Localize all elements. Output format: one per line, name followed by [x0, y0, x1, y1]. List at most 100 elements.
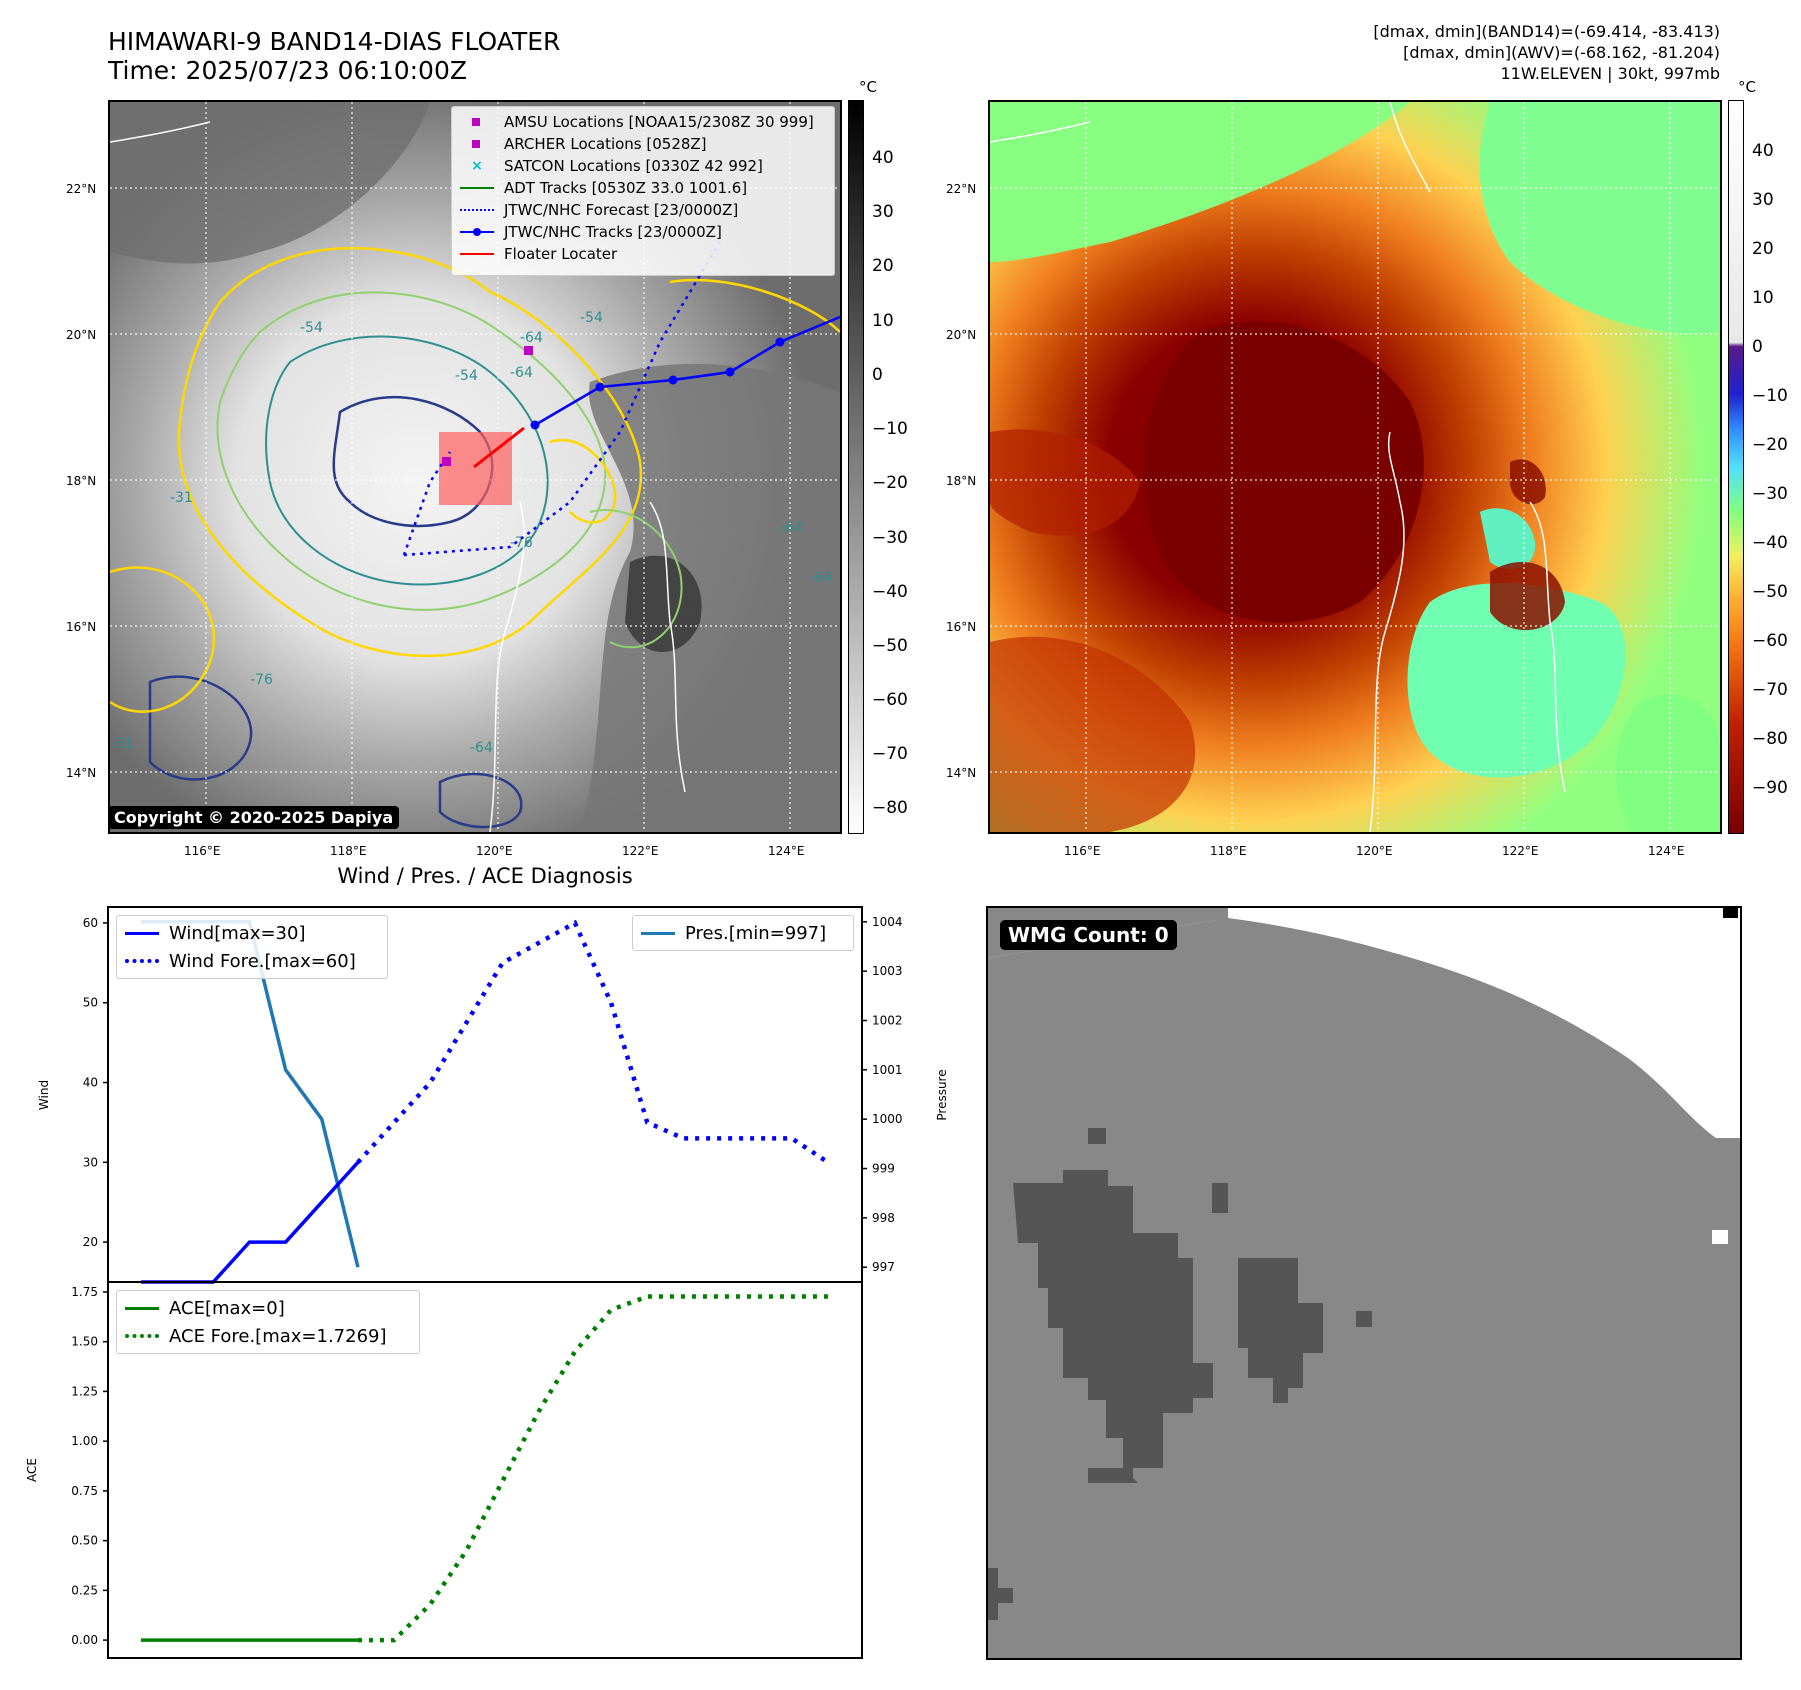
pressure-tick-label: 1004 [872, 915, 903, 929]
legend-item-pressure: Pres.[min=997] [641, 919, 845, 947]
wv-colorbar-tick: 0 [1752, 337, 1763, 357]
ir-colorbar-tick: −80 [872, 798, 908, 818]
wmg-panel: WMG Count: 0 [986, 906, 1742, 1660]
lon-tick: 122°E [1502, 844, 1539, 858]
pressure-tick-label: 997 [872, 1260, 895, 1274]
ace-tick-label: 1.00 [71, 1434, 98, 1448]
pressure-tick-label: 1000 [872, 1112, 903, 1126]
contour-label: -76 [510, 535, 533, 551]
contour-label: -54 [580, 310, 603, 326]
wv-colorbar [1728, 100, 1744, 834]
lat-tick: 14°N [946, 766, 977, 780]
best-track [534, 315, 840, 427]
wind-tick-label: 20 [83, 1235, 98, 1249]
ir-colorbar-tick: −70 [872, 744, 908, 764]
wv-satellite-image [990, 102, 1720, 832]
ir-colorbar-tick: −20 [872, 473, 908, 493]
ace-tick-label: 0.00 [71, 1633, 98, 1647]
storm-info-label: 11W.ELEVEN | 30kt, 997mb [1500, 64, 1721, 83]
wind-tick-label: 50 [83, 996, 98, 1010]
lat-tick: 18°N [946, 474, 977, 488]
contour-label: -64 [520, 330, 543, 346]
pressure-legend: Pres.[min=997] [632, 915, 854, 951]
pressure-tick-label: 1002 [872, 1013, 903, 1027]
contour-label: -31 [110, 736, 133, 752]
lon-tick: 124°E [1648, 844, 1685, 858]
contour-label: -31 [170, 490, 193, 506]
wv-satellite-panel [988, 100, 1722, 834]
ir-colorbar-tick: 40 [872, 148, 894, 168]
ir-legend: AMSU Locations [NOAA15/2308Z 30 999] ARC… [451, 106, 835, 276]
solid-line-icon [125, 926, 159, 940]
wv-colorbar-tick: 30 [1752, 190, 1774, 210]
lat-tick: 16°N [946, 620, 977, 634]
floater-box [439, 432, 512, 505]
square-marker-icon [460, 137, 494, 151]
legend-item-satcon: × SATCON Locations [0330Z 42 992] [460, 155, 826, 177]
wind-tick-label: 60 [83, 916, 98, 930]
lat-tick: 22°N [66, 182, 97, 196]
wv-colorbar-tick: −90 [1752, 778, 1788, 798]
wind-tick-label: 30 [83, 1155, 98, 1169]
legend-item-tracks: JTWC/NHC Tracks [23/0000Z] [460, 221, 826, 243]
legend-item-adt: ADT Tracks [0530Z 33.0 1001.6] [460, 177, 826, 199]
lon-tick: 116°E [184, 844, 221, 858]
solid-line-icon [460, 247, 494, 261]
lon-tick: 122°E [622, 844, 659, 858]
ir-colorbar-tick: −30 [872, 528, 908, 548]
wv-colorbar-tick: −10 [1752, 386, 1788, 406]
ir-colorbar-tick: −10 [872, 419, 908, 439]
wind-forecast-line [356, 919, 830, 1165]
wv-colorbar-unit: °C [1738, 78, 1756, 96]
wind-line [141, 1161, 360, 1284]
lat-tick: 22°N [946, 182, 977, 196]
wv-colorbar-tick: −60 [1752, 631, 1788, 651]
ace-axis-label: ACE [25, 1458, 39, 1482]
solid-line-icon [641, 926, 675, 940]
ace-forecast-line [357, 1294, 828, 1643]
pressure-tick-label: 1003 [872, 964, 903, 978]
dotted-line-icon [460, 203, 494, 217]
contour-label: -76 [250, 672, 273, 688]
forecast-track [403, 241, 722, 557]
wv-colorbar-tick: −70 [1752, 680, 1788, 700]
dmax-band14-label: [dmax, dmin](BAND14)=(-69.414, -83.413) [1373, 22, 1720, 41]
wv-colorbar-tick: −20 [1752, 435, 1788, 455]
contour-label: -64 [510, 365, 533, 381]
lat-tick: 16°N [66, 620, 97, 634]
time-label: Time: 2025/07/23 06:10:00Z [108, 56, 467, 85]
contour-label: -64 [470, 740, 493, 756]
ir-colorbar-tick: 0 [872, 365, 883, 385]
wv-colorbar-tick: −30 [1752, 484, 1788, 504]
lat-tick: 20°N [946, 328, 977, 342]
amsu-marker [524, 346, 533, 355]
wind-legend: Wind[max=30] Wind Fore.[max=60] [116, 915, 388, 979]
ir-colorbar-unit: °C [859, 78, 877, 96]
wv-colorbar-tick: 40 [1752, 141, 1774, 161]
wmg-image [988, 908, 1740, 1620]
ir-colorbar-tick: −50 [872, 636, 908, 656]
pressure-tick-label: 999 [872, 1162, 895, 1176]
lon-tick: 118°E [1210, 844, 1247, 858]
ace-axes: 0.00 0.25 0.50 0.75 1.00 1.25 1.50 1.75 [71, 1285, 828, 1647]
dmax-awv-label: [dmax, dmin](AWV)=(-68.162, -81.204) [1403, 43, 1720, 62]
legend-item-ace: ACE[max=0] [125, 1294, 411, 1322]
legend-item-forecast: JTWC/NHC Forecast [23/0000Z] [460, 199, 826, 221]
legend-item-archer: ARCHER Locations [0528Z] [460, 133, 826, 155]
contour-label: -64 [780, 520, 803, 536]
diagnosis-title: Wind / Pres. / ACE Diagnosis [337, 864, 633, 888]
legend-item-ace-fore: ACE Fore.[max=1.7269] [125, 1322, 411, 1350]
contour-label: -54 [455, 368, 478, 384]
lon-tick: 118°E [330, 844, 367, 858]
ir-colorbar-tick: 10 [872, 311, 894, 331]
wind-axis-label: Wind [37, 1080, 51, 1110]
ir-colorbar-tick: −40 [872, 582, 908, 602]
ir-colorbar-tick: 20 [872, 256, 894, 276]
x-marker-icon: × [471, 158, 483, 174]
legend-item-floater: Floater Locater [460, 243, 826, 265]
archer-marker [442, 457, 451, 466]
pressure-axis-label: Pressure [935, 1069, 949, 1120]
legend-item-amsu: AMSU Locations [NOAA15/2308Z 30 999] [460, 111, 826, 133]
pressure-tick-label: 998 [872, 1211, 895, 1225]
solid-line-icon [460, 181, 494, 195]
